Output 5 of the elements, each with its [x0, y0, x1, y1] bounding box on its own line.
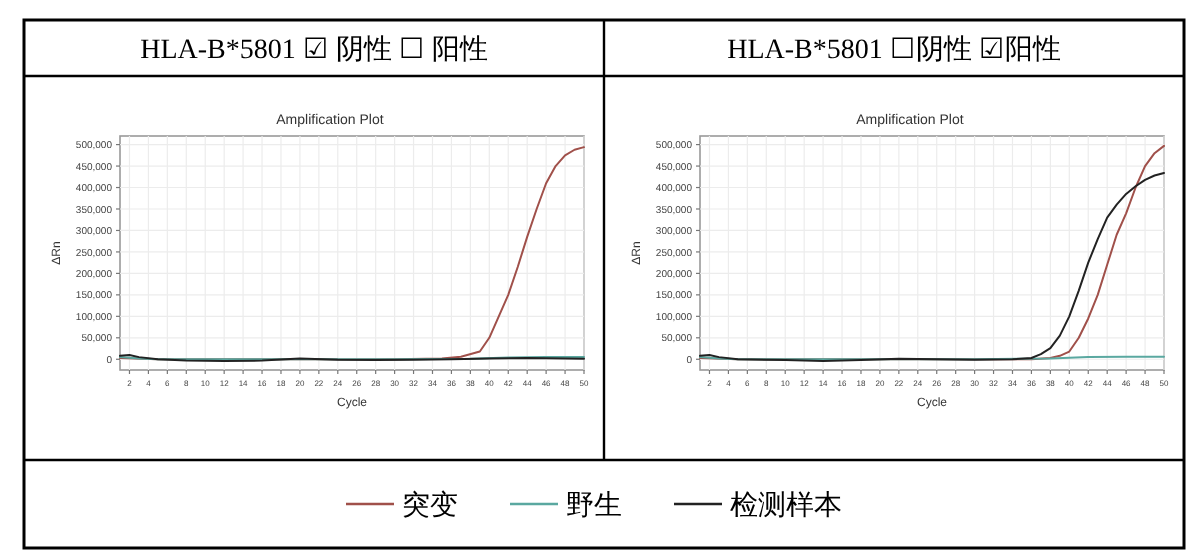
- legend-label: 检测样本: [730, 488, 842, 520]
- chart-title: HLA-B*5801 ☐阴性 ☑阳性: [727, 34, 1061, 66]
- legend-label: 突变: [402, 488, 458, 520]
- legend-label: 野生: [566, 488, 622, 520]
- chart-title: HLA-B*5801 ☑ 阴性 ☐ 阳性: [140, 34, 488, 66]
